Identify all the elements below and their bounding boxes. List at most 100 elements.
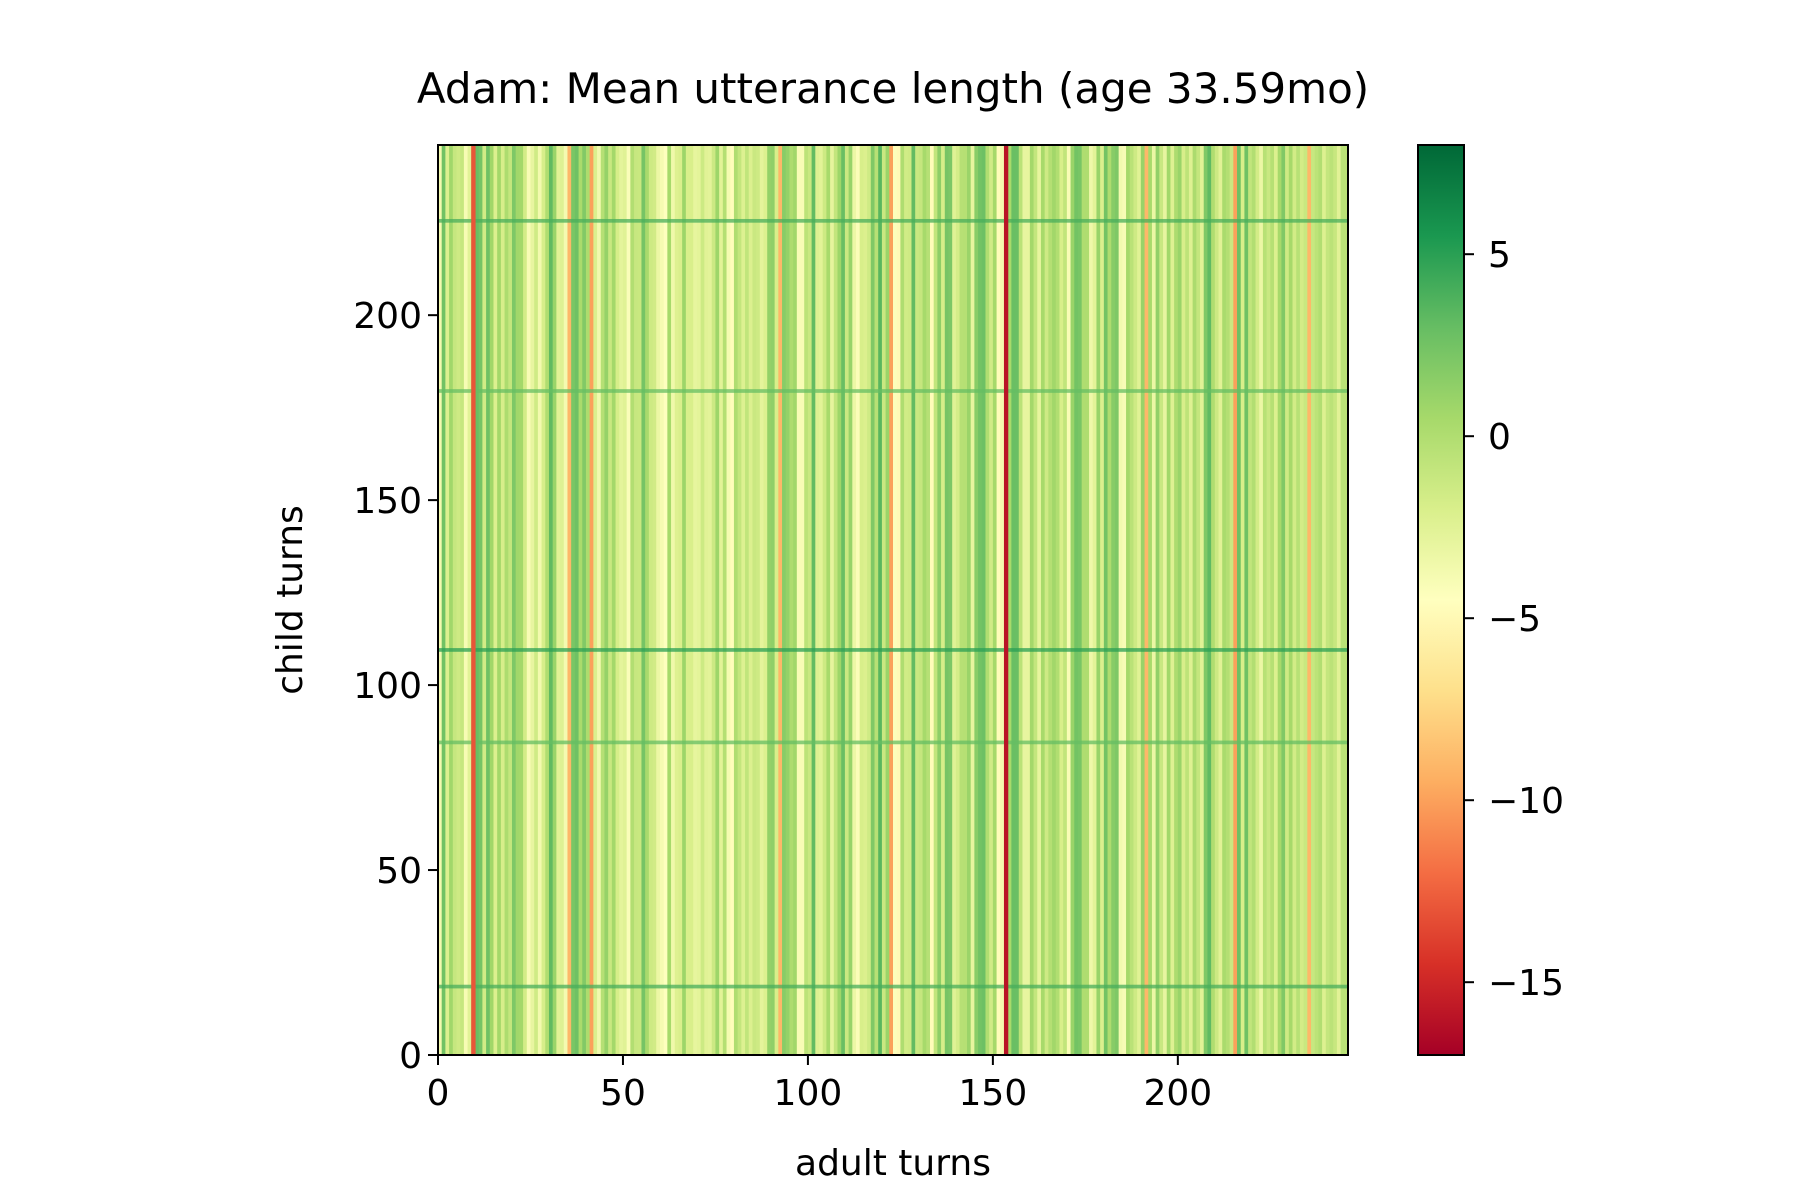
- heatmap-column: [874, 145, 879, 1055]
- heatmap-column: [1314, 145, 1320, 1055]
- heatmap-column: [867, 145, 872, 1055]
- heatmap-column: [1262, 145, 1268, 1055]
- heatmap-column: [907, 145, 913, 1055]
- heatmap-column: [937, 145, 942, 1055]
- heatmap-column: [1155, 145, 1160, 1055]
- heatmap-column: [1248, 145, 1253, 1055]
- heatmap-column: [1303, 145, 1308, 1055]
- heatmap-column: [545, 145, 550, 1055]
- heatmap-column: [733, 145, 739, 1055]
- heatmap-column: [560, 145, 565, 1055]
- x-tick-label: 0: [427, 1073, 450, 1114]
- y-tick-label: 200: [353, 296, 422, 337]
- heatmap-column: [1140, 145, 1146, 1055]
- heatmap-column: [848, 145, 853, 1055]
- heatmap-column: [593, 145, 598, 1055]
- heatmap-column: [634, 145, 639, 1055]
- heatmap-column: [1270, 145, 1275, 1055]
- heatmap-column: [966, 145, 972, 1055]
- heatmap-column: [1329, 145, 1334, 1055]
- heatmap-column: [1207, 145, 1212, 1055]
- heatmap-column: [885, 145, 890, 1055]
- heatmap-column: [519, 145, 524, 1055]
- heatmap-column: [663, 145, 668, 1055]
- heatmap-column: [445, 145, 450, 1055]
- heatmap-column: [815, 145, 820, 1055]
- heatmap-plot-area: [437, 144, 1349, 1056]
- heatmap-column: [1114, 145, 1120, 1055]
- heatmap-column: [811, 145, 816, 1055]
- heatmap-row: [438, 218, 1348, 223]
- x-tick-label: 50: [600, 1073, 646, 1114]
- heatmap-column: [1322, 145, 1327, 1055]
- colorbar-tick-label: −5: [1488, 599, 1541, 640]
- heatmap-column: [1148, 145, 1153, 1055]
- heatmap-column: [1192, 145, 1197, 1055]
- colorbar-tick-label: 0: [1488, 417, 1511, 458]
- heatmap-column: [756, 145, 761, 1055]
- heatmap-column: [582, 145, 587, 1055]
- heatmap-column: [611, 145, 617, 1055]
- heatmap-column: [1340, 145, 1345, 1055]
- heatmap-column: [1044, 145, 1049, 1055]
- heatmap-column: [745, 145, 750, 1055]
- heatmap-column: [467, 145, 472, 1055]
- y-tick-label: 0: [399, 1036, 422, 1077]
- heatmap-column: [830, 145, 835, 1055]
- heatmap-column: [1200, 145, 1205, 1055]
- heatmap-column: [1103, 145, 1109, 1055]
- heatmap-column: [1133, 145, 1138, 1055]
- heatmap-column: [944, 145, 950, 1055]
- heatmap-column: [1222, 145, 1227, 1055]
- heatmap-column: [615, 145, 620, 1055]
- heatmap-column: [656, 145, 661, 1055]
- heatmap-column: [1144, 145, 1149, 1055]
- y-tick-label: 50: [376, 851, 422, 892]
- heatmap-column: [682, 145, 687, 1055]
- heatmap-column: [1325, 145, 1331, 1055]
- colorbar-tick-label: −10: [1488, 781, 1564, 822]
- x-axis-label: adult turns: [795, 1143, 991, 1184]
- heatmap-column: [511, 145, 517, 1055]
- heatmap-column: [1077, 145, 1083, 1055]
- heatmap-column: [1055, 145, 1061, 1055]
- heatmap-column: [730, 145, 735, 1055]
- heatmap-column: [881, 145, 887, 1055]
- heatmap-column: [548, 145, 554, 1055]
- heatmap-column: [822, 145, 828, 1055]
- heatmap-column: [1188, 145, 1194, 1055]
- heatmap-column: [1218, 145, 1223, 1055]
- heatmap-column: [571, 145, 576, 1055]
- colorbar: 5 0 −5 −10 −15: [1417, 144, 1564, 1056]
- heatmap-column: [1066, 145, 1072, 1055]
- heatmap-column: [1000, 145, 1005, 1055]
- heatmap-column: [659, 145, 665, 1055]
- heatmap-column: [1251, 145, 1257, 1055]
- heatmap-column: [1129, 145, 1135, 1055]
- heatmap-column: [963, 145, 968, 1055]
- heatmap-column: [859, 145, 865, 1055]
- heatmap-columns: [438, 145, 1349, 1055]
- heatmap-column: [1151, 145, 1157, 1055]
- heatmap-column: [800, 145, 805, 1055]
- heatmap-column: [700, 145, 705, 1055]
- heatmap-column: [1122, 145, 1127, 1055]
- heatmap-column: [741, 145, 746, 1055]
- heatmap-column: [752, 145, 757, 1055]
- heatmap-column: [604, 145, 609, 1055]
- heatmap-column: [460, 145, 465, 1055]
- heatmap-column: [915, 145, 920, 1055]
- x-tick-label: 100: [774, 1073, 843, 1114]
- heatmap-column: [1081, 145, 1086, 1055]
- heatmap-column: [759, 145, 765, 1055]
- heatmap-column: [926, 145, 931, 1055]
- heatmap-column: [648, 145, 654, 1055]
- heatmap-column: [796, 145, 802, 1055]
- heatmap-column: [996, 145, 1001, 1055]
- heatmap-column: [922, 145, 927, 1055]
- heatmap-column: [870, 145, 876, 1055]
- heatmap-column: [941, 145, 946, 1055]
- heatmap-column: [1011, 145, 1016, 1055]
- heatmap-column: [793, 145, 798, 1055]
